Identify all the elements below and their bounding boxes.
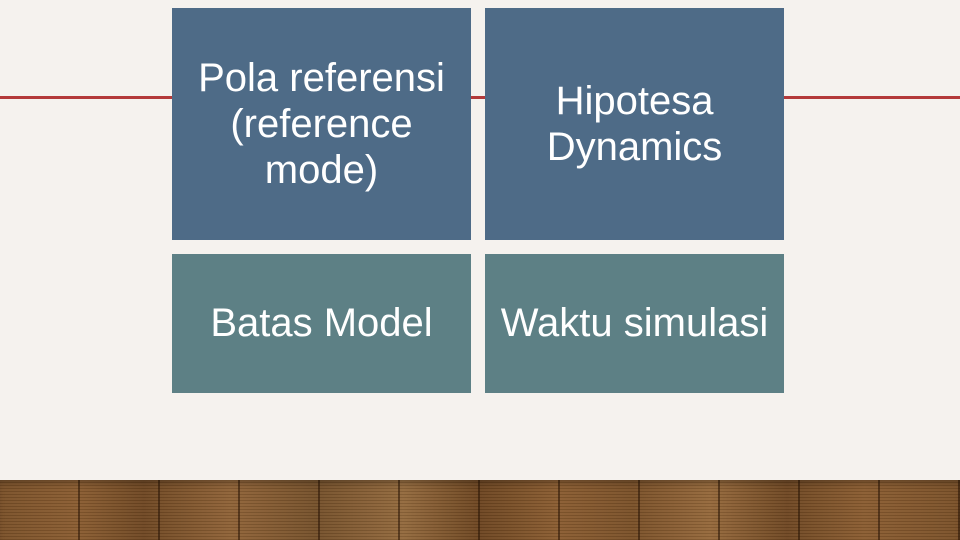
cell-label: Pola referensi (reference mode) xyxy=(178,55,465,193)
grid-cell: Pola referensi (reference mode) xyxy=(172,8,471,240)
grid-cell: Hipotesa Dynamics xyxy=(485,8,784,240)
cell-label: Batas Model xyxy=(210,300,432,346)
cell-label: Hipotesa Dynamics xyxy=(491,78,778,170)
concept-grid: Pola referensi (reference mode) Hipotesa… xyxy=(172,8,784,393)
grid-cell: Waktu simulasi xyxy=(485,254,784,394)
cell-label: Waktu simulasi xyxy=(501,300,768,346)
grid-cell: Batas Model xyxy=(172,254,471,394)
wood-floor-decoration xyxy=(0,480,960,540)
